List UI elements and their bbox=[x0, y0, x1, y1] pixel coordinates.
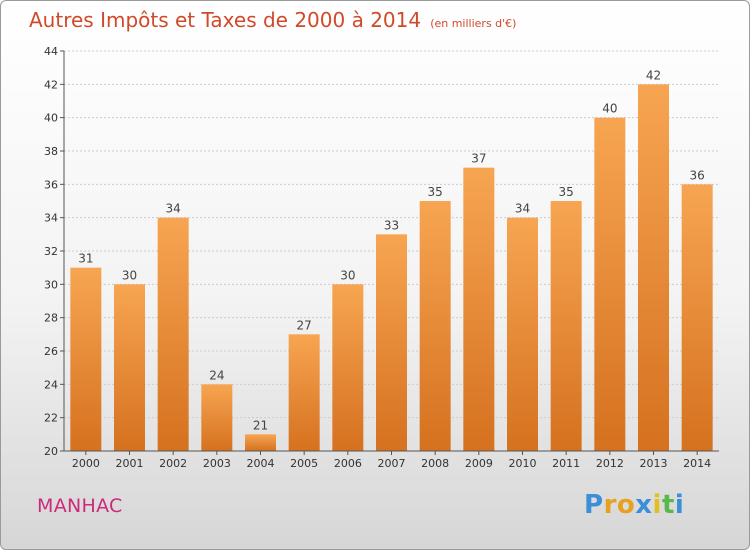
y-tick-label: 30 bbox=[44, 278, 58, 291]
y-tick-label: 38 bbox=[44, 145, 58, 158]
bars bbox=[70, 84, 713, 452]
value-labels: 31 30 34 24 21 27 30 33 35 37 34 35 40 42 36 bbox=[78, 68, 705, 432]
bar-2011 bbox=[550, 201, 582, 451]
x-tick-label-2002: 2002 bbox=[159, 457, 187, 470]
value-label-2003: 24 bbox=[209, 368, 224, 382]
value-label-2013: 42 bbox=[646, 68, 661, 82]
location-name: MANHAC bbox=[37, 495, 123, 517]
x-tick-label-2005: 2005 bbox=[290, 457, 318, 470]
bar-2014 bbox=[681, 184, 713, 452]
x-tick-label-2003: 2003 bbox=[203, 457, 231, 470]
value-label-2006: 30 bbox=[340, 268, 355, 282]
value-label-2004: 21 bbox=[253, 418, 268, 432]
y-tick-label: 32 bbox=[44, 245, 58, 258]
logo-letter: o bbox=[616, 490, 636, 520]
bar-2002 bbox=[157, 217, 189, 451]
bar-2004 bbox=[245, 434, 276, 451]
x-tick-label-2012: 2012 bbox=[596, 457, 624, 470]
value-label-2008: 35 bbox=[428, 185, 443, 199]
logo-letter: t bbox=[661, 490, 675, 520]
y-tick-label: 26 bbox=[44, 345, 58, 358]
bar-2005 bbox=[288, 334, 320, 451]
proxiti-logo: Proxiti bbox=[584, 490, 684, 520]
value-label-2005: 27 bbox=[297, 318, 312, 332]
bar-2012 bbox=[594, 117, 626, 452]
value-label-2002: 34 bbox=[166, 202, 181, 216]
bar-2013 bbox=[638, 84, 669, 451]
x-tick-label-2009: 2009 bbox=[465, 457, 493, 470]
x-tick-label-2006: 2006 bbox=[334, 457, 362, 470]
logo-letter: x bbox=[635, 490, 653, 520]
chart-subtitle: (en milliers d'€) bbox=[430, 17, 517, 30]
logo-letter: i bbox=[674, 490, 685, 520]
logo-letter: i bbox=[652, 490, 662, 520]
logo-letter: r bbox=[603, 490, 617, 520]
y-tick-label: 44 bbox=[44, 45, 58, 58]
chart-title: Autres Impôts et Taxes de 2000 à 2014 bbox=[29, 8, 422, 32]
value-label-2009: 37 bbox=[471, 152, 486, 166]
bar-2006 bbox=[332, 284, 364, 451]
value-label-2014: 36 bbox=[690, 168, 705, 182]
bar-2007 bbox=[376, 234, 407, 451]
x-tick-label-2001: 2001 bbox=[116, 457, 144, 470]
value-label-2011: 35 bbox=[559, 185, 574, 199]
x-tick-label-2007: 2007 bbox=[378, 457, 406, 470]
logo-letter: P bbox=[584, 490, 604, 520]
bar-2008 bbox=[419, 201, 451, 451]
value-label-2012: 40 bbox=[602, 102, 617, 116]
y-tick-label: 28 bbox=[44, 312, 58, 325]
x-tick-label-2011: 2011 bbox=[552, 457, 580, 470]
y-tick-label: 34 bbox=[44, 212, 58, 225]
axes: 20 22 24 26 28 30 32 34 36 38 40 42 44 2000 2001 2002 20… bbox=[44, 45, 719, 470]
x-tick-label-2008: 2008 bbox=[421, 457, 449, 470]
value-label-2010: 34 bbox=[515, 202, 530, 216]
y-tick-label: 20 bbox=[44, 445, 58, 458]
value-label-2001: 30 bbox=[122, 268, 137, 282]
x-tick-label-2004: 2004 bbox=[247, 457, 275, 470]
chart-title-block: Autres Impôts et Taxes de 2000 à 2014 (e… bbox=[29, 8, 516, 32]
bar-2001 bbox=[114, 284, 145, 451]
y-tick-label: 40 bbox=[44, 112, 58, 125]
bar-2010 bbox=[507, 217, 538, 451]
bar-2003 bbox=[201, 384, 233, 451]
y-tick-label: 36 bbox=[44, 178, 58, 191]
y-tick-label: 42 bbox=[44, 78, 58, 91]
x-tick-label-2014: 2014 bbox=[683, 457, 711, 470]
value-label-2000: 31 bbox=[78, 252, 93, 266]
bar-2000 bbox=[70, 267, 102, 451]
x-tick-label-2010: 2010 bbox=[509, 457, 537, 470]
bar-2009 bbox=[463, 167, 495, 451]
y-tick-label: 24 bbox=[44, 378, 58, 391]
x-tick-label-2013: 2013 bbox=[640, 457, 668, 470]
y-tick-label: 22 bbox=[44, 412, 58, 425]
x-tick-label-2000: 2000 bbox=[72, 457, 100, 470]
value-label-2007: 33 bbox=[384, 218, 399, 232]
